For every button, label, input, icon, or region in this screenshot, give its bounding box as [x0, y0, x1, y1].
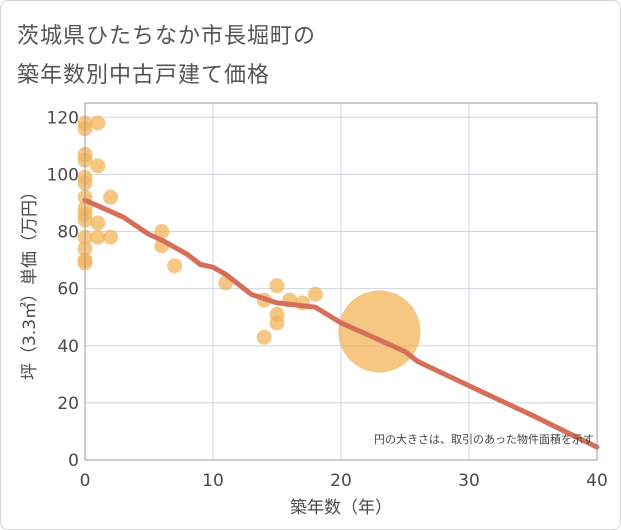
bubble-point — [256, 329, 272, 345]
bubble-point — [103, 189, 119, 205]
trend-series — [82, 197, 600, 450]
chart-title-line-2: 築年数別中古戸建て価格 — [17, 63, 271, 88]
bubble-point — [338, 290, 421, 373]
x-axis-title: 築年数（年） — [290, 498, 392, 518]
y-tick-label: 20 — [57, 394, 79, 414]
y-tick-label: 40 — [57, 337, 79, 357]
y-tick-label: 80 — [57, 223, 79, 243]
bubble-point — [167, 258, 183, 274]
bubble-point — [269, 278, 285, 294]
x-tick-label: 20 — [330, 471, 352, 491]
y-tick-label: 60 — [57, 280, 79, 300]
bubble-point — [90, 215, 106, 231]
bubble-point — [90, 115, 106, 131]
bubble-point — [154, 224, 170, 240]
x-tick-label: 10 — [202, 471, 224, 491]
bubble-point — [269, 315, 285, 331]
tick-labels: 0 10 20 30 40 0 20 40 60 80 100 120 — [47, 108, 608, 491]
chart-title-line-1: 茨城県ひたちなか市長堀町の — [17, 24, 317, 49]
y-tick-label: 120 — [47, 108, 79, 128]
x-tick-label: 0 — [80, 471, 91, 491]
x-tick-label: 30 — [458, 471, 480, 491]
x-tick-label: 40 — [586, 471, 608, 491]
axes — [84, 102, 598, 461]
bubble-point — [90, 229, 106, 245]
bubble-point — [103, 229, 119, 245]
bubble-point — [307, 286, 323, 302]
bubble-size-note: 円の大きさは、取引のあった物件面積を示す — [374, 432, 594, 446]
y-tick-label: 0 — [68, 451, 79, 471]
bubble-point — [90, 158, 106, 174]
trend-line — [82, 197, 600, 450]
y-tick-label: 100 — [47, 165, 79, 185]
plot-frame — [84, 102, 598, 461]
y-axis-title: 坪（3.3㎡）単価（万円） — [20, 183, 40, 380]
